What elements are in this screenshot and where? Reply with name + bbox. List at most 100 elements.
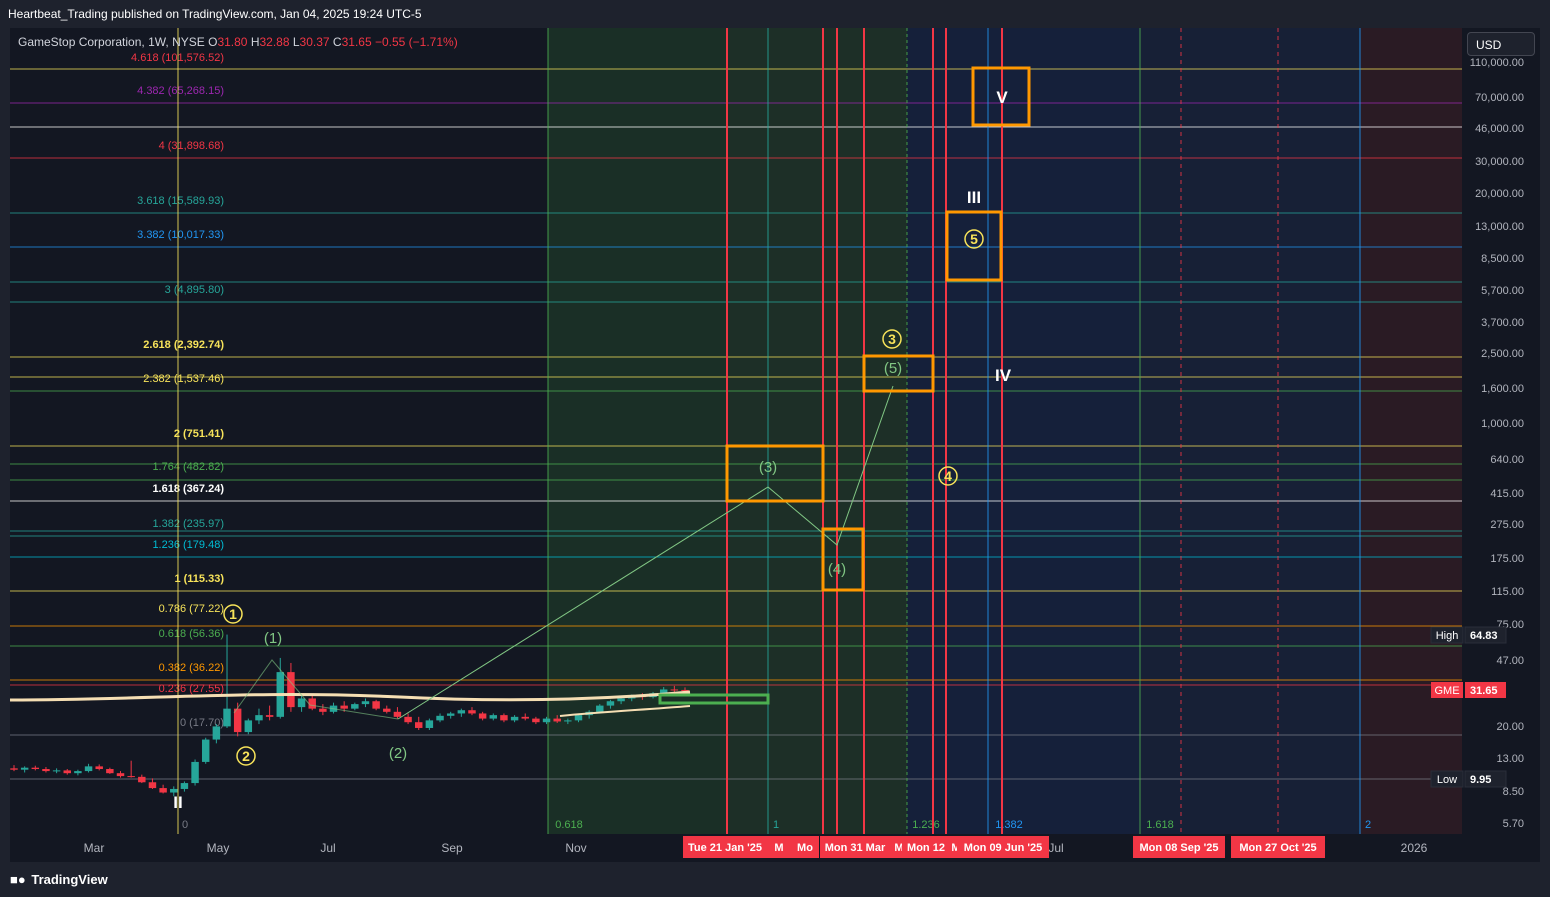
- fib-level-label: 1.764 (482.82): [152, 461, 224, 473]
- wave-label-circle: [938, 466, 958, 486]
- candle-body: [255, 715, 263, 721]
- candle-body: [596, 705, 604, 712]
- price-axis-label: 115.00: [1491, 586, 1524, 598]
- target-box-orange: [971, 66, 1031, 127]
- high-key: H: [250, 35, 260, 49]
- candle-body: [95, 766, 103, 770]
- wave-label: III: [967, 188, 981, 207]
- fib-level-label: 1.382 (235.97): [152, 518, 224, 530]
- tradingview-logo-icon: ■●: [10, 872, 26, 887]
- fib-level-label: 4.382 (65,268.15): [137, 85, 224, 97]
- wave-label: IV: [995, 366, 1012, 385]
- price-axis-label: 13.00: [1496, 753, 1524, 765]
- wave-label: V: [996, 88, 1008, 107]
- price-axis-label: 46,000.00: [1475, 123, 1524, 135]
- target-box-green: [658, 693, 770, 705]
- fib-level-label: 0.786 (77.22): [159, 603, 224, 615]
- date-tag-bg: [902, 836, 950, 858]
- candle-body: [20, 767, 29, 770]
- price-axis-label: 8,500.00: [1481, 253, 1524, 265]
- candle-body: [84, 766, 93, 772]
- fib-level-label: 0.236 (27.55): [159, 683, 224, 695]
- date-tag-bg: [791, 836, 819, 858]
- candle-body: [372, 701, 380, 709]
- open-value: 31.80: [217, 35, 248, 49]
- date-tag: Mon 31 Mar: [825, 842, 886, 854]
- symbol-name: GameStop Corporation, 1W, NYSE: [18, 35, 205, 49]
- wave-label: (1): [264, 630, 282, 647]
- candle-body: [42, 769, 50, 772]
- change-value: −0.55 (−1.71%): [374, 35, 458, 49]
- wave-label: II: [173, 793, 182, 812]
- price-tag-value-bg: [1464, 626, 1507, 644]
- fib-level-label: 2.618 (2,392.74): [143, 339, 224, 351]
- candle-body: [500, 715, 508, 721]
- time-zone-shade: [907, 28, 1140, 834]
- high-value: 32.88: [259, 35, 290, 49]
- candle-body: [425, 720, 434, 728]
- candle-body: [510, 716, 519, 721]
- price-axis-label: 8.50: [1503, 786, 1524, 798]
- time-axis-label: 2026: [1401, 841, 1428, 855]
- candle-body: [52, 770, 61, 772]
- fib-level-label: 0 (17.70): [180, 717, 224, 729]
- candle-body: [265, 715, 274, 717]
- candle-body: [63, 770, 71, 774]
- candle-body: [489, 715, 498, 719]
- price-axis-label: 30,000.00: [1475, 156, 1524, 168]
- time-axis-label: Sep: [441, 841, 463, 855]
- candle-body: [180, 783, 189, 789]
- candle-body: [106, 769, 114, 774]
- price-axis-label: 275.00: [1490, 519, 1524, 531]
- candle-body: [681, 689, 689, 691]
- open-key: O: [208, 35, 218, 49]
- price-tag-value: 31.65: [1470, 685, 1498, 697]
- fib-level-label: 1 (115.33): [174, 573, 224, 585]
- fib-level-label: 3.618 (15,589.93): [137, 195, 224, 207]
- candle-body: [287, 672, 295, 708]
- wave-label: (3): [759, 459, 777, 476]
- fib-level-label: 0.618 (56.36): [159, 628, 224, 640]
- time-axis-label: Nov: [565, 841, 586, 855]
- wave-label-circle: [223, 604, 243, 624]
- price-axis-label: 1,600.00: [1481, 383, 1524, 395]
- wave-label: 3: [888, 331, 896, 347]
- wave-label-circle: [964, 229, 984, 249]
- candle-body: [361, 701, 370, 705]
- currency-button[interactable]: USD: [1467, 32, 1535, 56]
- price-axis-label: 3,700.00: [1481, 317, 1524, 329]
- price-axis-label: 175.00: [1490, 553, 1524, 565]
- candle-body: [532, 718, 540, 723]
- candle-body: [319, 708, 327, 712]
- candle-body: [606, 701, 615, 706]
- candle-body: [201, 739, 210, 762]
- fib-level-label: 3.382 (10,017.33): [137, 229, 224, 241]
- candle-body: [393, 711, 402, 717]
- tradingview-logo[interactable]: ■● TradingView: [10, 872, 108, 887]
- candle-body: [542, 718, 551, 723]
- wave-path: [397, 385, 894, 720]
- price-axis: [1462, 28, 1540, 834]
- close-key: C: [332, 35, 342, 49]
- candle-body: [404, 716, 412, 723]
- published-header: Heartbeat_Trading published on TradingVi…: [8, 7, 422, 21]
- candle-body: [308, 698, 316, 709]
- price-axis-label: 47.00: [1496, 655, 1524, 667]
- time-fib-label: 0.618: [555, 819, 583, 831]
- price-axis-label: 5,700.00: [1481, 285, 1524, 297]
- price-tag-name: Low: [1437, 774, 1457, 786]
- date-tag-bg: [683, 836, 767, 858]
- price-axis-label: 20,000.00: [1475, 188, 1524, 200]
- price-tag-name-bg: [1430, 770, 1464, 788]
- date-tag: Mon 12: [907, 842, 945, 854]
- candle-body: [31, 767, 40, 770]
- date-tag: M: [774, 842, 783, 854]
- price-axis-label: 640.00: [1490, 454, 1524, 466]
- target-box-orange: [945, 210, 1003, 282]
- date-tag-bg: [957, 836, 1049, 858]
- wave-label: (2): [389, 745, 407, 762]
- date-tag: Tue 21 Jan '25: [688, 842, 762, 854]
- candle-body: [138, 776, 146, 783]
- price-axis-label: 415.00: [1490, 488, 1524, 500]
